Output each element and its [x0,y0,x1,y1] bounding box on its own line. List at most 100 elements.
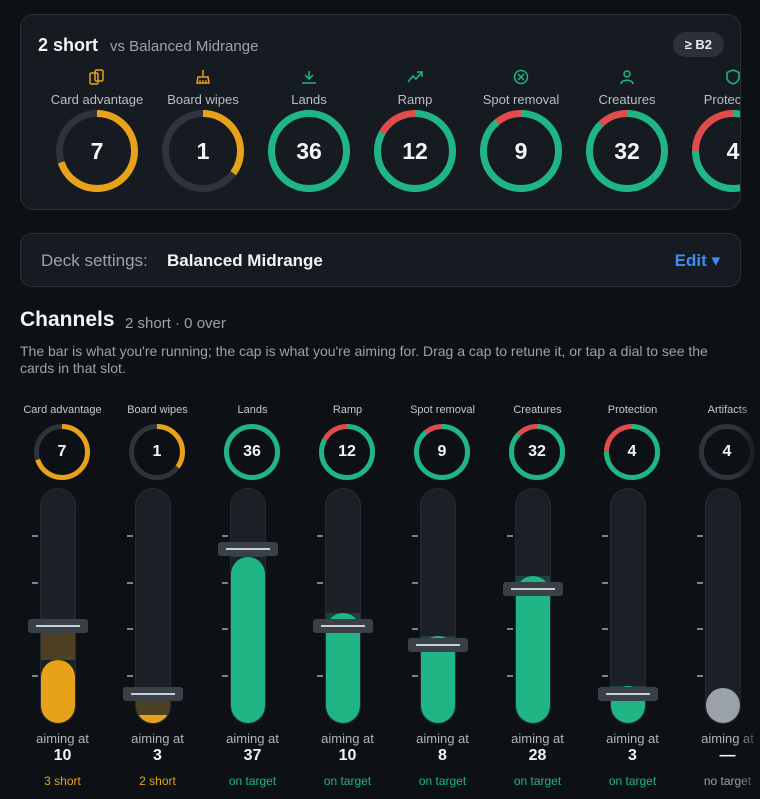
channel-artifacts: Artifacts 4 aiming at — no target [680,400,760,799]
summary-dial[interactable]: Protection 4 [678,63,740,203]
summary-dial[interactable]: Card advantage 7 [42,63,152,203]
dial-arc-over [480,110,562,192]
target-cap-handle[interactable] [28,619,88,634]
channel-board-wipes: Board wipes 1 aiming at 3 2 short [110,400,205,799]
dial-label: Card advantage [50,92,144,107]
summary-dial[interactable]: Spot removal 9 [466,63,576,203]
scale-tick [317,675,323,678]
channel-protection: Protection 4 aiming at 3 on target [585,400,680,799]
aim-label: aiming at [701,731,754,746]
channel-track[interactable] [705,488,741,724]
ramp-icon [407,71,423,83]
scale-tick [412,675,418,678]
channel-dial[interactable] [604,424,660,480]
deck-settings-label: Deck settings: [41,251,148,270]
channel-track[interactable] [230,488,266,724]
scale-tick [127,581,133,584]
dial-arc-short [129,424,185,480]
scale-ticks [317,488,323,724]
dial-icon-wrap [360,68,470,86]
scale-tick [602,534,608,537]
channel-dial-value: 1 [152,443,162,460]
channel-dial[interactable] [319,424,375,480]
channel-dial[interactable] [509,424,565,480]
channel-track[interactable] [40,488,76,724]
scale-ticks [697,488,703,724]
channel-dial-value: 36 [243,443,261,460]
summary-dial[interactable]: Lands 36 [254,63,364,203]
channel-track[interactable] [515,488,551,724]
scale-tick [507,628,513,631]
channel-dial[interactable] [414,424,470,480]
bracket-badge[interactable]: ≥ B2 [672,32,724,57]
channel-dial-value: 4 [627,443,637,460]
shield-icon [726,69,740,85]
dial-icon-wrap [572,68,682,86]
scale-tick [127,675,133,678]
aim-label: aiming at [36,731,89,746]
summary-dial[interactable]: Board wipes 1 [148,63,258,203]
running-bar [41,659,75,723]
scale-tick [507,534,513,537]
aim-value: 10 [53,747,72,764]
scale-tick [127,628,133,631]
target-cap-handle[interactable] [408,637,468,652]
scale-tick [602,581,608,584]
channel-dial[interactable] [129,424,185,480]
dial-icon-wrap [466,68,576,86]
aim-value: — [719,747,736,764]
channel-track[interactable] [610,488,646,724]
channel-dial[interactable] [34,424,90,480]
channel-status: 2 short [139,774,176,788]
channel-label: Protection [607,404,658,416]
dial-icon-wrap [42,68,152,86]
target-cap-handle[interactable] [598,686,658,701]
target-cap-handle[interactable] [313,619,373,634]
dial-arc-short [56,110,138,192]
aim-value: 10 [338,747,357,764]
channel-dial-value: 32 [528,443,546,460]
channel-label: Lands [237,404,268,416]
scale-ticks [222,488,228,724]
aim-label: aiming at [416,731,469,746]
target-cap-handle[interactable] [503,581,563,596]
summary-dial[interactable]: Ramp 12 [360,63,470,203]
target-cap-handle[interactable] [218,541,278,556]
channel-status: no target [703,774,752,788]
channel-track[interactable] [420,488,456,724]
channel-creatures: Creatures 32 aiming at 28 on target [490,400,585,799]
aim-label: aiming at [321,731,374,746]
channels-subtitle: 2 short · 0 over [125,315,226,332]
dial-arc-over [374,110,456,192]
dial-arc-over [586,110,668,192]
channel-track[interactable] [325,488,361,724]
scale-ticks [412,488,418,724]
aim-value: 3 [628,747,637,764]
aim-value: 3 [153,747,162,764]
dial-label: Protection [703,92,741,107]
edit-settings-button[interactable]: Edit ▾ [674,251,720,270]
dial-label: Ramp [397,92,433,107]
channels-description: The bar is what you're running; the cap … [20,343,708,376]
removal-icon [513,69,529,85]
dial-arc-ok [224,424,280,480]
aim-value: 37 [243,747,262,764]
channel-lands: Lands 36 aiming at 37 on target [205,400,300,799]
channel-label: Ramp [332,404,363,416]
dial-arc-short [162,110,244,192]
dial-label: Spot removal [482,92,560,107]
scale-tick [412,628,418,631]
channel-dial[interactable] [224,424,280,480]
scale-tick [602,675,608,678]
scale-ticks [602,488,608,724]
running-bar [706,687,740,723]
aim-value: 8 [438,747,447,764]
target-cap-handle[interactable] [123,686,183,701]
scale-tick [507,675,513,678]
channel-dial-value: 7 [57,443,67,460]
scale-tick [127,534,133,537]
channel-label: Spot removal [410,404,475,416]
dial-arc-ok [268,110,350,192]
dial-label: Board wipes [167,92,239,107]
summary-dial[interactable]: Creatures 32 [572,63,682,203]
